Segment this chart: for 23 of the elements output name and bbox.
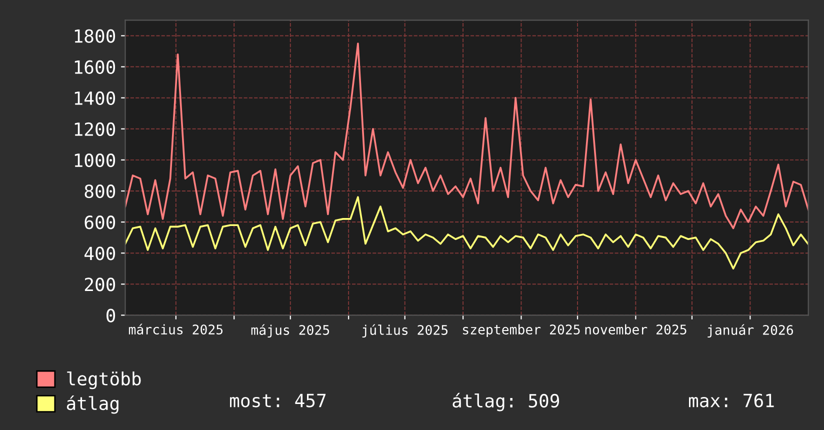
line-series bbox=[125, 42, 808, 230]
x-tick-label: január 2026 bbox=[708, 324, 794, 338]
text: most: 457 bbox=[230, 394, 326, 408]
legend-label: legtöbb bbox=[67, 371, 141, 390]
x-tick-label: július 2025 bbox=[362, 324, 448, 338]
y-tick-label: 200 bbox=[84, 278, 116, 292]
y-tick-label: 1000 bbox=[74, 153, 116, 168]
y-tick-label: 1200 bbox=[74, 122, 116, 136]
legend-label: átlag bbox=[66, 395, 118, 414]
x-tick-label: március 2025 bbox=[128, 324, 223, 334]
y-tick-label: 1600 bbox=[74, 60, 116, 74]
y-tick-label: 400 bbox=[84, 246, 116, 260]
line-series bbox=[125, 196, 808, 270]
text: max: 761 bbox=[689, 394, 774, 408]
text: átlag: 509 bbox=[452, 392, 560, 412]
y-tick-label: 1800 bbox=[74, 29, 116, 43]
y-tick-label: 1400 bbox=[74, 91, 116, 105]
y-tick-label: 800 bbox=[84, 184, 116, 198]
y-tick-label: 0 bbox=[106, 308, 116, 322]
x-tick-label: november 2025 bbox=[585, 324, 686, 334]
x-tick-label: szeptember 2025 bbox=[463, 324, 580, 338]
y-tick-label: 600 bbox=[84, 216, 116, 230]
x-tick-label: május 2025 bbox=[251, 324, 330, 338]
